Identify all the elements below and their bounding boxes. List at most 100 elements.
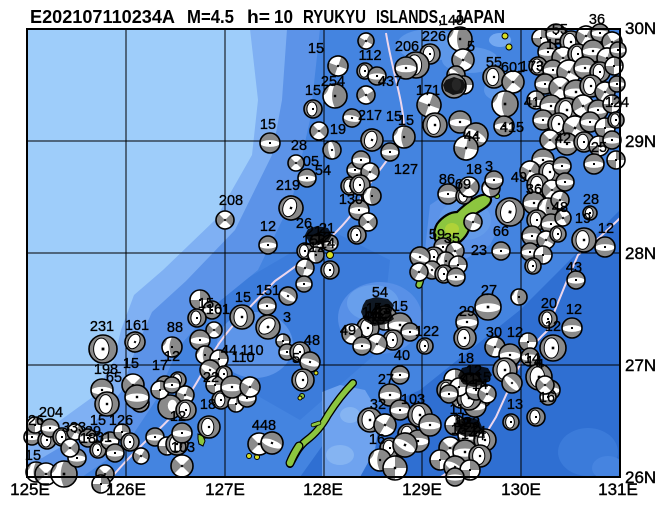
svg-text:36: 36	[589, 12, 605, 28]
svg-text:32: 32	[370, 397, 386, 413]
svg-text:15: 15	[366, 301, 382, 317]
svg-text:88: 88	[167, 320, 183, 336]
svg-text:171: 171	[416, 83, 440, 99]
svg-text:15: 15	[123, 356, 139, 372]
svg-text:12: 12	[170, 409, 186, 425]
svg-text:601: 601	[501, 60, 525, 76]
svg-text:231: 231	[90, 319, 114, 335]
svg-text:3: 3	[283, 310, 291, 326]
svg-text:15: 15	[475, 370, 491, 386]
svg-text:15: 15	[90, 413, 106, 429]
svg-text:05: 05	[303, 154, 319, 170]
svg-text:12: 12	[507, 325, 523, 341]
svg-text:110: 110	[231, 350, 254, 366]
svg-text:11: 11	[449, 402, 464, 418]
svg-text:15: 15	[386, 109, 402, 125]
svg-text:103: 103	[401, 392, 425, 408]
svg-text:RYUKYU: RYUKYU	[303, 7, 366, 27]
svg-text:35: 35	[444, 231, 460, 247]
svg-text:15: 15	[25, 448, 41, 464]
svg-text:49: 49	[511, 170, 527, 186]
svg-text:E202107110234A: E202107110234A	[30, 7, 175, 27]
svg-text:127: 127	[394, 162, 418, 178]
svg-text:44: 44	[221, 343, 237, 359]
svg-text:10: 10	[274, 7, 293, 27]
svg-text:69: 69	[455, 177, 471, 193]
svg-text:40: 40	[394, 348, 410, 364]
svg-text:122: 122	[415, 324, 439, 340]
svg-text:12: 12	[566, 302, 582, 318]
svg-text:128E: 128E	[303, 480, 343, 499]
svg-text:22: 22	[203, 370, 219, 386]
svg-text:17: 17	[152, 358, 168, 374]
svg-text:15: 15	[260, 117, 276, 133]
svg-text:15: 15	[235, 290, 251, 306]
svg-text:15: 15	[198, 296, 214, 312]
svg-text:112: 112	[358, 48, 381, 64]
svg-text:49: 49	[340, 323, 356, 339]
svg-text:ISLANDS,: ISLANDS,	[376, 7, 442, 27]
svg-text:65: 65	[106, 370, 122, 386]
svg-text:217: 217	[358, 108, 382, 124]
svg-text:43: 43	[566, 260, 582, 276]
svg-text:26: 26	[296, 216, 312, 232]
svg-text:12: 12	[260, 219, 276, 235]
svg-text:26: 26	[28, 413, 44, 429]
svg-text:21: 21	[319, 221, 335, 237]
svg-text:151: 151	[256, 283, 280, 299]
svg-text:12: 12	[598, 221, 614, 237]
svg-text:19: 19	[330, 122, 346, 138]
svg-text:333: 333	[62, 420, 86, 436]
svg-text:29: 29	[459, 304, 475, 320]
svg-text:27: 27	[378, 372, 394, 388]
svg-text:4: 4	[477, 428, 485, 444]
svg-text:14: 14	[472, 377, 488, 393]
svg-text:14: 14	[526, 354, 542, 370]
svg-text:h=: h=	[247, 7, 270, 27]
svg-text:12: 12	[466, 363, 482, 379]
svg-text:204: 204	[39, 405, 63, 421]
svg-text:22: 22	[464, 420, 480, 436]
svg-text:15: 15	[302, 233, 318, 249]
svg-text:14: 14	[319, 236, 335, 252]
svg-text:23: 23	[471, 243, 487, 259]
svg-text:415: 415	[500, 120, 524, 136]
svg-text:5: 5	[467, 39, 475, 55]
svg-text:28: 28	[291, 138, 307, 154]
svg-text:15: 15	[369, 312, 385, 328]
svg-text:4: 4	[536, 357, 544, 373]
svg-text:3: 3	[485, 159, 493, 175]
svg-text:14: 14	[470, 424, 486, 440]
svg-text:161: 161	[206, 302, 230, 318]
svg-text:131E: 131E	[598, 480, 638, 499]
svg-text:130E: 130E	[501, 480, 541, 499]
svg-text:15: 15	[392, 299, 408, 315]
svg-text:15: 15	[305, 83, 321, 99]
svg-text:13: 13	[375, 302, 391, 318]
svg-text:59: 59	[429, 227, 445, 243]
svg-text:36: 36	[526, 182, 542, 198]
svg-text:30: 30	[486, 325, 502, 341]
svg-text:12: 12	[164, 349, 180, 365]
svg-text:14: 14	[461, 427, 477, 443]
svg-text:15: 15	[451, 422, 467, 438]
svg-text:5: 5	[292, 351, 300, 367]
svg-text:16: 16	[539, 390, 555, 406]
svg-text:208: 208	[219, 193, 243, 209]
svg-text:31: 31	[96, 430, 112, 446]
svg-text:54: 54	[372, 285, 388, 301]
svg-text:14: 14	[524, 351, 540, 367]
svg-text:19: 19	[575, 211, 591, 227]
svg-text:173: 173	[520, 59, 544, 75]
svg-text:18: 18	[80, 431, 96, 447]
svg-text:226: 226	[422, 29, 446, 45]
svg-text:18: 18	[200, 397, 216, 413]
svg-text:54: 54	[315, 163, 331, 179]
svg-text:206: 206	[395, 39, 419, 55]
svg-text:86: 86	[439, 172, 455, 188]
svg-text:28N: 28N	[625, 244, 656, 263]
svg-text:48: 48	[552, 200, 568, 216]
svg-text:66: 66	[493, 224, 509, 240]
svg-text:22: 22	[464, 415, 480, 431]
svg-text:126: 126	[109, 413, 133, 429]
